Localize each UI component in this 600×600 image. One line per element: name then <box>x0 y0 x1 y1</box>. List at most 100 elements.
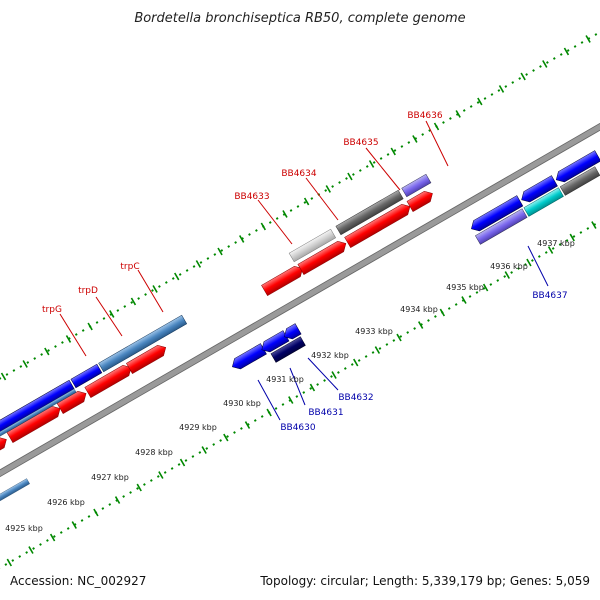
inner-tick <box>266 408 272 417</box>
gene-steel-left[interactable] <box>0 388 77 438</box>
inner-tick <box>244 421 251 429</box>
gene-blue-right-2[interactable] <box>519 175 558 205</box>
kbp-label: 4933 kbp <box>355 327 393 336</box>
gene-red-4[interactable] <box>126 342 168 375</box>
outer-tick <box>174 272 180 281</box>
gene-BB4636-arrow[interactable] <box>406 188 436 213</box>
inner-tick <box>482 283 489 292</box>
gene-steel-bottom-left[interactable] <box>0 478 30 511</box>
kbp-label: 4927 kbp <box>91 473 129 482</box>
inner-ticks <box>6 221 597 567</box>
outer-tick <box>282 210 288 218</box>
inner-tick <box>569 233 575 242</box>
genome-axis-group <box>0 18 600 582</box>
inner-tick <box>504 271 510 279</box>
outer-tick <box>152 285 158 293</box>
gene-label-trpC[interactable]: trpC <box>120 262 139 272</box>
outer-tick <box>585 35 591 43</box>
kbp-label: 4926 kbp <box>47 498 85 507</box>
outer-tick <box>542 60 548 68</box>
inner-tick <box>201 446 207 454</box>
inner-tick <box>71 521 77 529</box>
outer-tick <box>368 160 375 168</box>
inner-tick <box>396 333 402 342</box>
inner-tick <box>461 296 467 304</box>
outer-tick <box>498 85 505 93</box>
inner-tick <box>591 221 597 229</box>
gene-BB4631-arrow[interactable] <box>259 330 290 355</box>
kbp-label: 4932 kbp <box>311 351 349 360</box>
outer-tick <box>130 297 137 306</box>
inner-tick <box>6 558 13 567</box>
kbp-label: 4936 kbp <box>490 262 528 271</box>
outer-tick <box>44 347 50 356</box>
inner-tick <box>288 396 294 404</box>
gene-BB4636-feature[interactable] <box>401 173 432 198</box>
outer-tick <box>109 310 115 318</box>
inner-tick <box>439 308 446 317</box>
gene-label-BB4637[interactable]: BB4637 <box>532 291 567 301</box>
gene-red-left[interactable] <box>0 434 9 474</box>
outer-tick <box>563 47 570 56</box>
gene-cyan-feature[interactable] <box>523 187 564 217</box>
gene-trpD-feature[interactable] <box>70 363 103 389</box>
gene-trpC-arrow[interactable] <box>84 362 134 399</box>
gene-BB4631-feature[interactable] <box>270 336 306 363</box>
outer-ticks <box>0 35 591 381</box>
gene-label-BB4636[interactable]: BB4636 <box>407 111 443 121</box>
kbp-label: 4928 kbp <box>135 448 173 457</box>
kbp-label: 4935 kbp <box>446 283 484 292</box>
outer-tick <box>303 197 310 206</box>
outer-tick <box>87 322 93 331</box>
inner-tick <box>547 246 554 254</box>
gene-blue-right-3[interactable] <box>553 150 600 185</box>
accession-text: Accession: NC_002927 <box>10 574 146 588</box>
inner-tick <box>353 358 359 367</box>
outer-tick <box>260 222 267 231</box>
inner-tick <box>136 483 142 492</box>
outer-tick <box>217 247 223 256</box>
gene-label-BB4634[interactable]: BB4634 <box>281 169 317 179</box>
outer-tick <box>325 185 331 193</box>
outer-tick <box>65 335 72 343</box>
inner-tick <box>309 383 316 392</box>
outer-tick <box>238 235 245 243</box>
outer-tick <box>0 372 7 381</box>
inner-tick <box>374 346 381 354</box>
kbp-label: 4937 kbp <box>537 239 575 248</box>
inner-tick <box>526 258 532 267</box>
outer-tick <box>455 110 461 118</box>
gene-blue-right-1[interactable] <box>468 195 524 234</box>
kbp-label: 4930 kbp <box>223 399 261 408</box>
gene-label-BB4635[interactable]: BB4635 <box>343 138 378 148</box>
gene-label-trpG[interactable]: trpG <box>42 305 62 315</box>
gene-BB4635-arrow[interactable] <box>344 201 413 249</box>
outer-tick <box>433 122 440 131</box>
gene-BB4634-feature[interactable] <box>288 228 337 263</box>
outer-tick <box>195 260 202 268</box>
gene-BB4632-arrow[interactable] <box>281 323 302 342</box>
gene-trpC-feature[interactable] <box>98 314 188 373</box>
inner-tick <box>49 533 56 542</box>
gene-label-trpD[interactable]: trpD <box>78 286 98 296</box>
gene-BB4633-arrow[interactable] <box>261 263 305 297</box>
outer-tick <box>22 360 28 368</box>
gene-BB4634-arrow[interactable] <box>297 238 349 276</box>
label-callouts <box>59 120 549 421</box>
kbp-label: 4931 kbp <box>266 375 304 384</box>
gene-BB4635-feature[interactable] <box>335 189 404 236</box>
gene-label-BB4632[interactable]: BB4632 <box>338 393 373 403</box>
gene-label-BB4631[interactable]: BB4631 <box>308 408 343 418</box>
genome-backbone <box>0 76 600 524</box>
gene-gray-feature-right[interactable] <box>559 166 600 196</box>
gene-BB4637-feature[interactable] <box>475 208 528 245</box>
gene-label-BB4633[interactable]: BB4633 <box>234 192 269 202</box>
gene-BB4630-arrow[interactable] <box>229 343 267 372</box>
outer-tick <box>520 72 526 81</box>
inner-tick <box>223 433 229 442</box>
kbp-label: 4929 kbp <box>179 423 217 432</box>
inner-tick <box>93 508 99 517</box>
gene-label-BB4630[interactable]: BB4630 <box>280 423 316 433</box>
